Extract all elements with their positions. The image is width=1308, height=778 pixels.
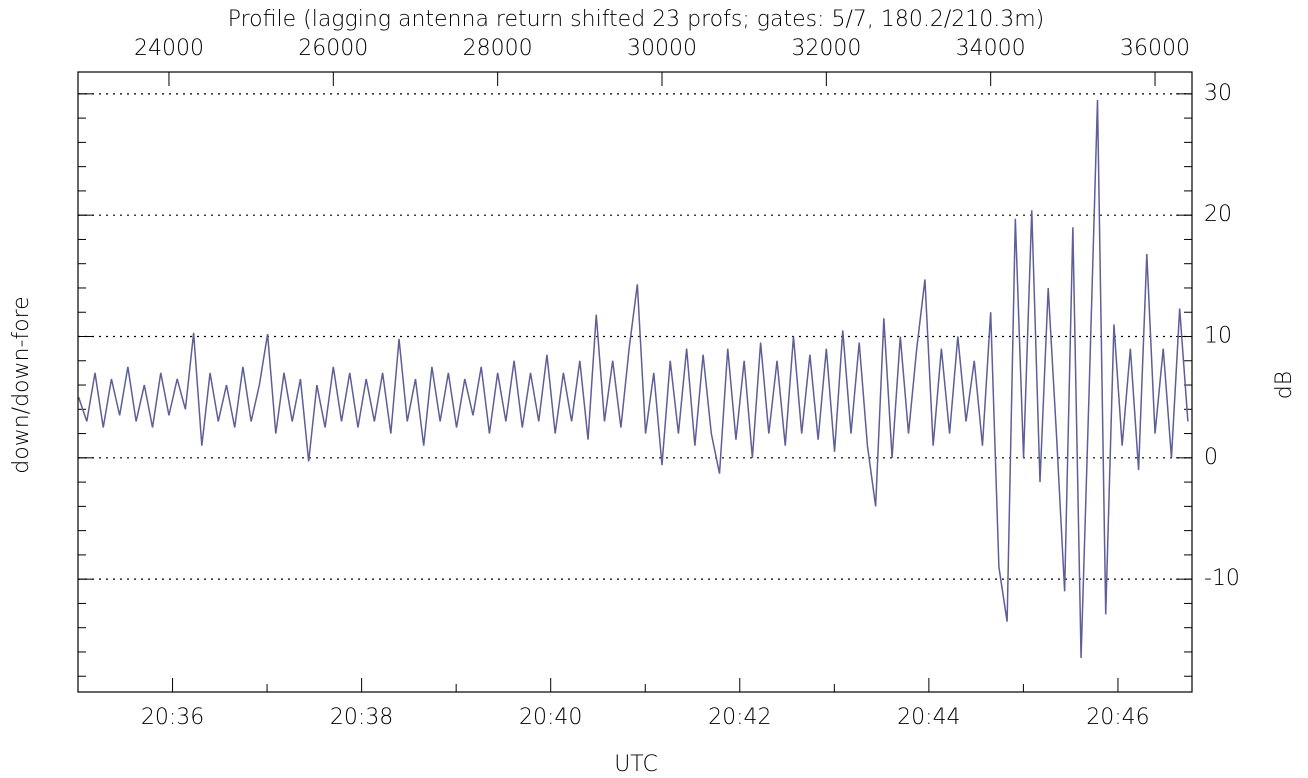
y2-tick-label: -10 xyxy=(1204,566,1240,591)
y2-tick-label: 30 xyxy=(1204,81,1232,106)
y2-tick-label: 10 xyxy=(1204,324,1232,349)
plot-frame xyxy=(77,71,1193,693)
x-tick-label: 36000 xyxy=(1120,36,1190,61)
x-tick-label: 34000 xyxy=(956,36,1026,61)
y-axis-title: down/down-fore xyxy=(9,296,34,473)
x-tick-label: 30000 xyxy=(627,36,697,61)
x-tick-label: 28000 xyxy=(463,36,533,61)
y2-tick-label: 20 xyxy=(1204,202,1232,227)
chart-title: Profile (lagging antenna return shifted … xyxy=(228,7,1045,32)
x-tick-label: 26000 xyxy=(298,36,368,61)
x2-tick-label: 20:42 xyxy=(708,705,771,730)
y2-axis-title: dB xyxy=(1272,371,1297,399)
x-tick-label: 24000 xyxy=(134,36,204,61)
x2-tick-label: 20:40 xyxy=(519,705,582,730)
data-line xyxy=(78,99,1189,659)
x2-axis-title: UTC xyxy=(614,752,658,777)
x2-tick-label: 20:38 xyxy=(330,705,393,730)
y2-tick-label: 0 xyxy=(1204,445,1218,470)
x2-tick-label: 20:44 xyxy=(897,705,960,730)
x-tick-label: 32000 xyxy=(791,36,861,61)
x2-tick-label: 20:36 xyxy=(141,705,204,730)
x2-tick-label: 20:46 xyxy=(1086,705,1149,730)
